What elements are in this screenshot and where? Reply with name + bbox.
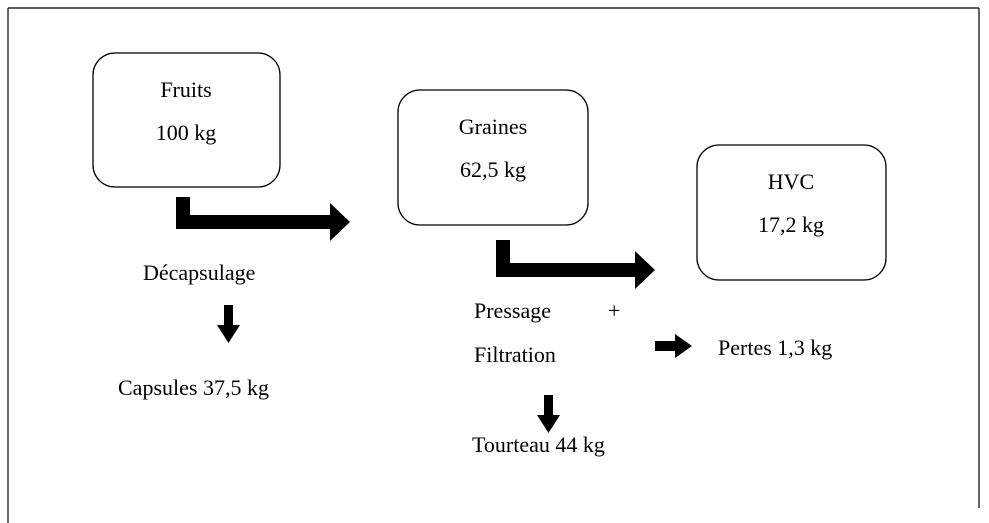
- node-label: Fruits: [160, 77, 211, 102]
- step-label: Filtration: [474, 342, 556, 367]
- arrow: [496, 240, 655, 289]
- step-plus: +: [608, 298, 620, 323]
- arrow: [655, 334, 692, 358]
- node-box: [397, 89, 589, 226]
- arrow: [176, 197, 350, 241]
- node-label: Graines: [459, 114, 527, 139]
- step-label: Pressage: [474, 298, 551, 323]
- frame: [7, 7, 980, 523]
- node-value: 17,2 kg: [758, 212, 824, 237]
- step-output: Capsules 37,5 kg: [118, 375, 269, 400]
- node-value: 62,5 kg: [460, 157, 526, 182]
- node-label: HVC: [768, 169, 814, 194]
- step-output: Tourteau 44 kg: [472, 432, 605, 457]
- arrow: [217, 305, 240, 343]
- node-box: [696, 144, 887, 281]
- arrow: [537, 395, 560, 433]
- step-label: Décapsulage: [143, 260, 255, 285]
- step-loss: Pertes 1,3 kg: [718, 335, 832, 360]
- node-box: [92, 52, 281, 188]
- node-value: 100 kg: [156, 120, 217, 145]
